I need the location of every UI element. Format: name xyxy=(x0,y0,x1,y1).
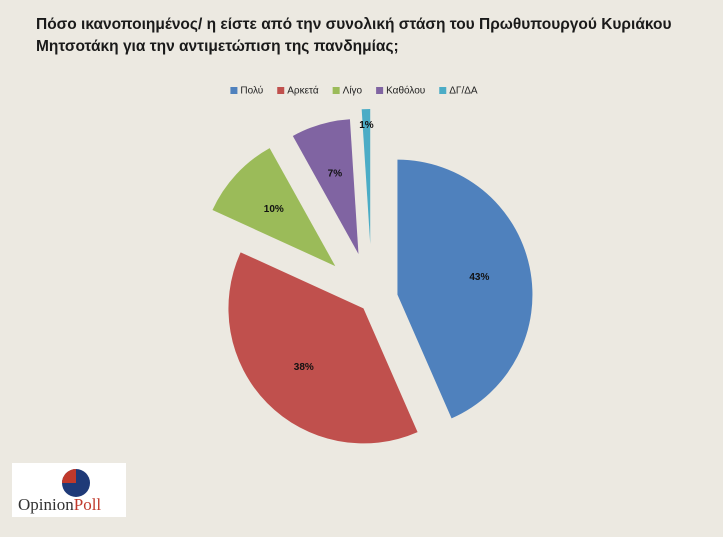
pie-slice xyxy=(292,119,359,254)
logo-icon xyxy=(62,469,90,497)
chart-title: Πόσο ικανοποιημένος/ η είστε από την συν… xyxy=(36,16,672,55)
legend-swatch xyxy=(277,87,285,94)
legend-swatch xyxy=(332,87,340,94)
logo-text: OpinionPoll xyxy=(18,495,101,515)
legend-swatch xyxy=(230,87,238,94)
legend-label: Πολύ xyxy=(240,85,263,97)
legend-swatch xyxy=(376,87,384,94)
logo: OpinionPoll xyxy=(12,463,126,517)
pie-slice xyxy=(212,148,336,267)
data-label: 1% xyxy=(359,120,374,131)
data-label: 10% xyxy=(264,204,284,215)
data-label: 38% xyxy=(294,362,314,373)
legend-label: ΔΓ/ΔΑ xyxy=(449,86,478,97)
legend-label: Αρκετά xyxy=(287,85,319,97)
logo-word: Poll xyxy=(73,495,102,514)
legend-label: Καθόλου xyxy=(386,85,425,97)
legend-swatch xyxy=(439,87,447,94)
legend-label: Λίγο xyxy=(343,85,363,97)
data-label: 7% xyxy=(328,168,343,179)
data-label: 43% xyxy=(469,272,489,283)
pie-slice xyxy=(361,109,371,245)
pie-slice xyxy=(228,252,418,444)
logo-word: Opinion xyxy=(18,495,74,514)
pie-slice xyxy=(397,159,533,419)
